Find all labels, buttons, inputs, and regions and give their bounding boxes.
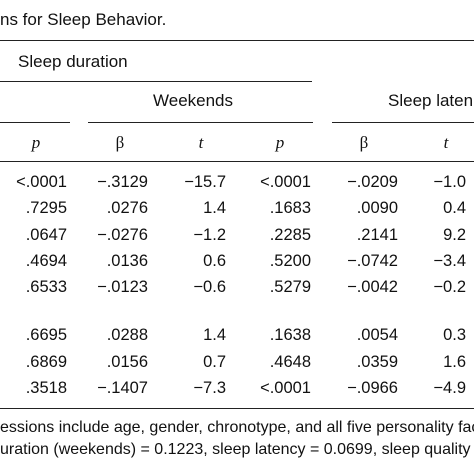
table-cell: .0276 [106, 199, 148, 217]
table-cell: 1.4 [203, 326, 226, 344]
table-cell: .0156 [106, 353, 148, 371]
table-note-line-2: uration (weekends) = 0.1223, sleep laten… [0, 441, 471, 458]
table-cell: 1.6 [443, 353, 466, 371]
table-cell: −1.0 [433, 173, 466, 191]
table-cell: −.0042 [347, 278, 398, 296]
col-header-t-2: t [443, 133, 449, 152]
table-cell: 0.4 [443, 199, 466, 217]
table-cell: 0.7 [203, 353, 226, 371]
table-cell: .1683 [269, 199, 311, 217]
top-rule [0, 40, 474, 41]
group-title-sleep-duration: Sleep duration [18, 52, 128, 71]
subgroup-underline-left [0, 122, 70, 123]
header-rule [0, 161, 474, 162]
table-cell: .4648 [269, 353, 311, 371]
table-cell: −7.3 [193, 379, 226, 397]
table-cell: 0.3 [443, 326, 466, 344]
table-cell: −.0742 [347, 252, 398, 270]
table-cell: −.0966 [347, 379, 398, 397]
table-cell: .6533 [25, 278, 67, 296]
subgroup-underline-latency [332, 122, 474, 123]
table-cell: −0.2 [433, 278, 466, 296]
col-header-beta-2: β [359, 133, 369, 152]
table-cell: .0288 [106, 326, 148, 344]
table-cell: .0647 [25, 226, 67, 244]
table-cell: .6695 [25, 326, 67, 344]
subgroup-underline-weekends [88, 122, 313, 123]
table-cell: .7295 [25, 199, 67, 217]
table-cell: <.0001 [260, 173, 311, 191]
table-cell: 9.2 [443, 226, 466, 244]
table-cell: −.1407 [97, 379, 148, 397]
bottom-rule [0, 408, 474, 409]
table-cell: −.0123 [97, 278, 148, 296]
table-cell: .0090 [356, 199, 398, 217]
table-cell: .2141 [356, 226, 398, 244]
table-cell: −.0209 [347, 173, 398, 191]
table-cell: .1638 [269, 326, 311, 344]
subgroup-weekends: Weekends [153, 91, 234, 110]
col-header-p-1: p [31, 133, 41, 152]
table-caption: ns for Sleep Behavior. [0, 10, 167, 29]
table-cell: −1.2 [193, 226, 226, 244]
table-cell: .5200 [269, 252, 311, 270]
table-cell: −3.4 [433, 252, 466, 270]
table-cell: −15.7 [184, 173, 226, 191]
table-cell: .6869 [25, 353, 67, 371]
col-header-t-1: t [198, 133, 204, 152]
table-cell: .0136 [106, 252, 148, 270]
table-cell: −.0276 [97, 226, 148, 244]
table-cell: −0.6 [193, 278, 226, 296]
table-cell: −4.9 [433, 379, 466, 397]
table-cell: .5279 [269, 278, 311, 296]
table-cell: 0.6 [203, 252, 226, 270]
table-cell: .4694 [25, 252, 67, 270]
table-cell: .0359 [356, 353, 398, 371]
subgroup-sleep-latency: Sleep laten [388, 91, 474, 110]
col-header-beta-1: β [115, 133, 125, 152]
table-cell: .0054 [356, 326, 398, 344]
group-underline [0, 81, 312, 82]
table-cell: <.0001 [16, 173, 67, 191]
table-cell: <.0001 [260, 379, 311, 397]
table-cell: 1.4 [203, 199, 226, 217]
table-cell: .2285 [269, 226, 311, 244]
table-cell: −.3129 [97, 173, 148, 191]
table-cell: .3518 [25, 379, 67, 397]
col-header-p-2: p [275, 133, 285, 152]
table-note-line-1: essions include age, gender, chronotype,… [0, 419, 474, 436]
